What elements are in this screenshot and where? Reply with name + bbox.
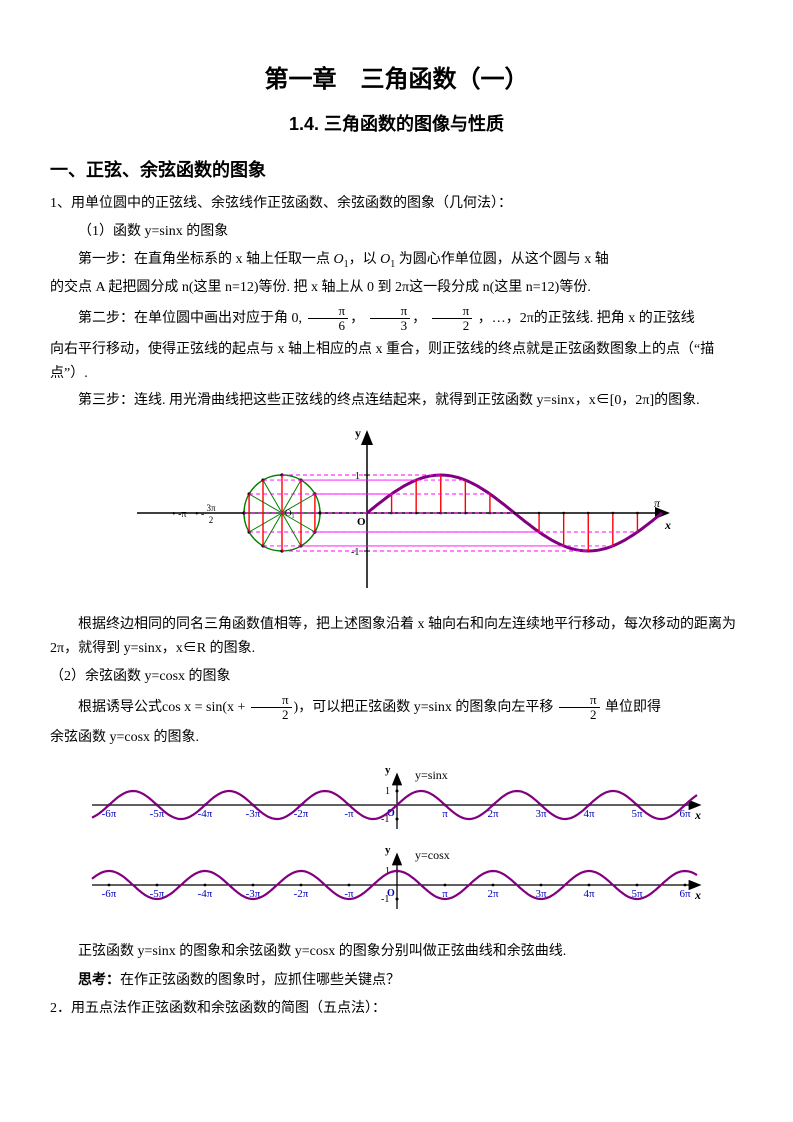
p2a-c: 单位即得: [602, 700, 662, 715]
svg-text:-1: -1: [381, 894, 389, 905]
frac-pi3: π3: [370, 304, 411, 334]
svg-text:O: O: [357, 516, 366, 528]
frac-den: 2: [559, 708, 600, 722]
frac-den: 2: [251, 708, 292, 722]
svg-text:y: y: [355, 426, 361, 440]
think-text: 在作正弦函数的图象时，应抓住哪些关键点？: [120, 973, 400, 988]
O1-letter-2: O: [380, 252, 390, 267]
step2-a: 第二步：在单位圆中画出对应于角: [78, 311, 292, 326]
after-fig1: 根据终边相同的同名三角函数值相等，把上述图象沿着 x 轴向右和向左连续地平行移动…: [50, 613, 743, 661]
step-2: 第二步：在单位圆中画出对应于角 0, π6， π3， π2 ，…，2π的正弦线.…: [50, 304, 743, 334]
para-2a: 根据诱导公式cos x = sin(x + π2)，可以把正弦函数 y=sinx…: [50, 693, 743, 723]
step1-c: 为圆心作单位圆，从这个圆与 x 轴: [395, 252, 609, 267]
step-3: 第三步：连线. 用光滑曲线把这些正弦线的终点连结起来，就得到正弦函数 y=sin…: [50, 389, 743, 413]
step1-a: 第一步：在直角坐标系的 x 轴上任取一点: [78, 252, 334, 267]
svg-text:y: y: [385, 844, 391, 856]
svg-text:π: π: [442, 808, 448, 820]
figure-2: yxy=sinxO1-1-6π-5π-4π-3π-2π-ππ2π3π4π5π6π…: [50, 760, 743, 930]
figure-1: yxO• -π3π2• -O₁1-1π: [50, 423, 743, 603]
frac-num: π: [432, 304, 473, 319]
frac-den: 2: [432, 319, 473, 333]
step2-b: ，…，2π的正弦线. 把角 x 的正弦线: [478, 311, 695, 326]
frac-pi2: π2: [432, 304, 473, 334]
svg-text:-2π: -2π: [293, 888, 308, 900]
svg-text:-6π: -6π: [101, 888, 116, 900]
think: 思考：在作正弦函数的图象时，应抓住哪些关键点？: [50, 968, 743, 993]
svg-text:x: x: [664, 518, 671, 532]
section-title: 1.4. 三角函数的图像与性质: [50, 109, 743, 140]
frac-pi6: π6: [308, 304, 349, 334]
svg-text:π: π: [654, 496, 661, 510]
step1-b: ，以: [349, 252, 381, 267]
chapter-title: 第一章 三角函数（一）: [50, 60, 743, 101]
sin-cos-extended-diagram: yxy=sinxO1-1-6π-5π-4π-3π-2π-ππ2π3π4π5π6π…: [87, 760, 707, 930]
svg-text:3π: 3π: [206, 503, 216, 513]
think-label: 思考：: [78, 971, 120, 987]
svg-text:1: 1: [355, 471, 360, 482]
p2a-d: 余弦函数 y=cosx 的图象.: [50, 726, 743, 750]
frac-num: π: [370, 304, 411, 319]
p2a-b: )，可以把正弦函数 y=sinx 的图象向左平移: [294, 700, 557, 715]
p2a-a: 根据诱导公式: [78, 700, 162, 715]
svg-text:2: 2: [208, 515, 213, 525]
frac-num: π: [251, 693, 292, 708]
O1-letter: O: [334, 252, 344, 267]
svg-text:x: x: [694, 888, 701, 902]
para-1: 1、用单位圆中的正弦线、余弦线作正弦函数、余弦函数的图象（几何法）：: [50, 192, 743, 216]
zero: 0,: [292, 311, 303, 326]
svg-text:4π: 4π: [583, 888, 595, 900]
svg-text:1: 1: [385, 786, 390, 797]
svg-text:-π: -π: [344, 808, 354, 820]
p2a-formula: cos x = sin(x +: [162, 700, 249, 715]
after-fig2: 正弦函数 y=sinx 的图象和余弦函数 y=cosx 的图象分别叫做正弦曲线和…: [50, 940, 743, 964]
para-2: （2）余弦函数 y=cosx 的图象: [50, 665, 743, 689]
frac-den: 3: [370, 319, 411, 333]
frac-num: π: [308, 304, 349, 319]
svg-text:y=sinx: y=sinx: [415, 768, 448, 782]
svg-text:y: y: [385, 764, 391, 776]
svg-text:y=cosx: y=cosx: [415, 848, 450, 862]
step-1: 第一步：在直角坐标系的 x 轴上任取一点 O1，以 O1 为圆心作单位圆，从这个…: [50, 248, 743, 273]
heading-1: 一、正弦、余弦函数的图象: [50, 155, 743, 186]
svg-text:-1: -1: [351, 547, 359, 558]
svg-text:2π: 2π: [487, 888, 499, 900]
svg-text:• -π: • -π: [172, 509, 186, 520]
comma2: ，: [412, 311, 426, 326]
unit-circle-sine-diagram: yxO• -π3π2• -O₁1-1π: [117, 423, 677, 603]
svg-text:• -: • -: [195, 509, 204, 520]
para-3: 2．用五点法作正弦函数和余弦函数的简图（五点法）：: [50, 997, 743, 1021]
para-1a: （1）函数 y=sinx 的图象: [78, 220, 743, 244]
svg-text:6π: 6π: [679, 888, 691, 900]
svg-text:-4π: -4π: [197, 888, 212, 900]
frac-pi2b: π2: [251, 693, 292, 723]
frac-den: 6: [308, 319, 349, 333]
step-1d: 的交点 A 起把圆分成 n(这里 n=12)等份. 把 x 轴上从 0 到 2π…: [50, 276, 743, 300]
svg-text:x: x: [694, 808, 701, 822]
frac-pi2c: π2: [559, 693, 600, 723]
step2-c: 向右平行移动，使得正弦线的起点与 x 轴上相应的点 x 重合，则正弦线的终点就是…: [50, 338, 743, 386]
comma1: ，: [350, 311, 364, 326]
frac-num: π: [559, 693, 600, 708]
